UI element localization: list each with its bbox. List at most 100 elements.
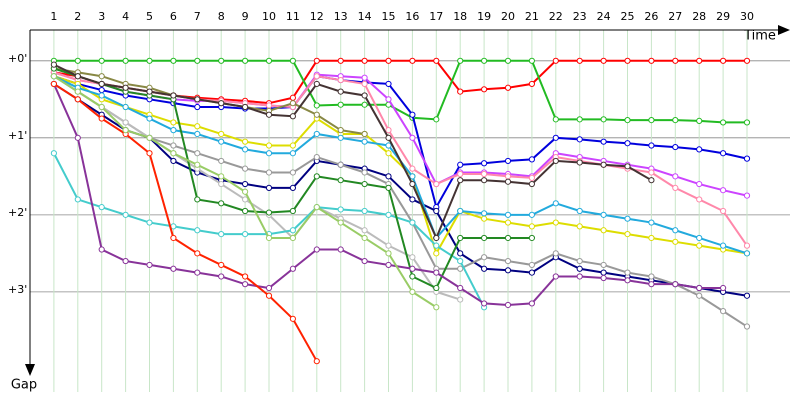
data-point — [385, 127, 392, 134]
data-point — [289, 234, 296, 242]
data-point — [600, 261, 607, 269]
data-point — [242, 207, 249, 215]
data-point — [313, 102, 320, 109]
data-point — [600, 269, 607, 276]
data-point — [98, 73, 105, 80]
data-point — [672, 238, 679, 245]
data-point — [696, 234, 703, 242]
data-point — [528, 156, 536, 163]
data-point — [242, 231, 249, 238]
data-point — [720, 284, 727, 292]
data-point — [218, 130, 225, 138]
data-point — [289, 150, 296, 157]
data-point — [648, 142, 655, 149]
data-point — [624, 57, 631, 64]
data-point — [504, 257, 512, 265]
data-point — [289, 184, 296, 191]
data-point — [457, 161, 464, 168]
data-point — [385, 96, 392, 103]
data-point — [504, 219, 512, 226]
data-point — [528, 261, 536, 269]
data-point — [409, 111, 416, 118]
x-tick-label: 11 — [286, 10, 300, 23]
x-tick-label: 15 — [382, 10, 396, 23]
data-point — [743, 242, 751, 249]
data-point — [696, 242, 703, 249]
data-point — [600, 274, 607, 282]
data-point — [218, 100, 225, 107]
data-point — [576, 116, 583, 123]
data-point — [552, 250, 559, 257]
x-tick-label: 6 — [170, 10, 177, 23]
data-point — [74, 134, 81, 141]
x-tick-label: 3 — [98, 10, 105, 23]
data-point — [265, 234, 273, 242]
data-point — [743, 155, 751, 162]
data-point — [170, 57, 177, 64]
data-point — [481, 57, 488, 64]
data-point — [648, 177, 655, 184]
data-point — [50, 61, 58, 68]
data-point — [624, 163, 631, 170]
data-point — [194, 123, 201, 130]
data-point — [528, 211, 536, 218]
data-point — [242, 103, 249, 111]
data-point — [242, 146, 249, 153]
x-tick-label: 10 — [262, 10, 276, 23]
y-axis-arrow — [25, 364, 35, 376]
data-point — [74, 73, 81, 80]
data-point — [194, 196, 201, 203]
data-point — [194, 130, 201, 138]
data-point — [170, 92, 177, 99]
data-point — [194, 103, 201, 111]
data-point — [289, 94, 296, 101]
data-point — [504, 84, 512, 91]
data-point — [624, 140, 631, 147]
data-point — [98, 103, 105, 111]
series-line — [53, 63, 652, 241]
x-tick-label: 14 — [358, 10, 372, 23]
data-point — [242, 188, 249, 195]
data-point — [504, 267, 512, 274]
data-point — [552, 57, 559, 64]
data-point — [600, 227, 607, 234]
data-point — [696, 146, 703, 153]
data-point — [528, 269, 536, 276]
data-point — [170, 234, 177, 242]
series-line — [53, 59, 747, 124]
data-point — [289, 113, 296, 120]
data-point — [146, 115, 153, 122]
data-point — [696, 57, 703, 64]
data-point — [624, 231, 631, 238]
data-point — [289, 57, 296, 64]
data-point — [457, 207, 464, 215]
data-point — [481, 177, 488, 184]
x-tick-label: 1 — [50, 10, 57, 23]
data-point — [265, 209, 273, 216]
data-point — [361, 57, 368, 64]
data-point — [672, 117, 679, 124]
data-point — [720, 150, 727, 157]
data-point — [720, 207, 727, 215]
data-point — [457, 257, 464, 265]
data-point — [313, 80, 320, 88]
data-point — [146, 150, 153, 157]
data-point — [265, 292, 273, 299]
data-point — [385, 261, 392, 269]
data-point — [552, 157, 559, 165]
data-point — [337, 134, 344, 141]
data-point — [122, 257, 129, 265]
data-point — [146, 261, 153, 269]
data-point — [361, 138, 368, 145]
data-point — [504, 234, 512, 242]
data-point — [98, 204, 105, 211]
data-point — [122, 119, 129, 126]
data-point — [409, 134, 416, 141]
x-tick-label: 12 — [310, 10, 324, 23]
data-point — [600, 116, 607, 123]
data-point — [743, 57, 751, 64]
data-point — [361, 74, 368, 81]
data-point — [74, 57, 81, 64]
x-tick-label: 24 — [597, 10, 611, 23]
y-axis-title: Gap — [11, 378, 37, 393]
